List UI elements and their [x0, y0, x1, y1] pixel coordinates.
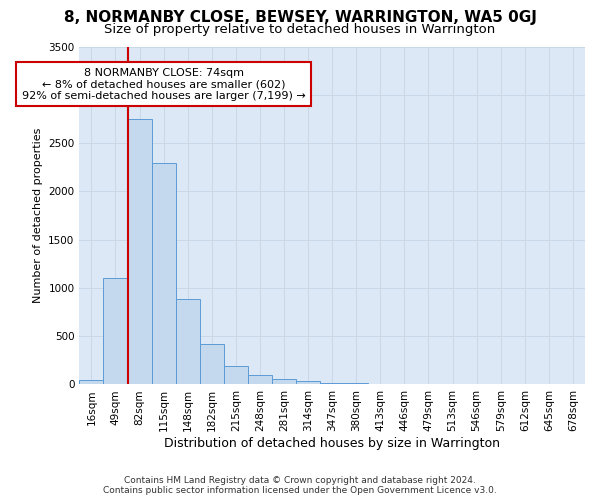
- Bar: [103, 278, 128, 384]
- Text: Contains HM Land Registry data © Crown copyright and database right 2024.
Contai: Contains HM Land Registry data © Crown c…: [103, 476, 497, 495]
- Bar: [224, 366, 248, 384]
- Bar: [272, 378, 296, 384]
- Text: 8 NORMANBY CLOSE: 74sqm
← 8% of detached houses are smaller (602)
92% of semi-de: 8 NORMANBY CLOSE: 74sqm ← 8% of detached…: [22, 68, 305, 101]
- Bar: [152, 164, 176, 384]
- Bar: [296, 381, 320, 384]
- Bar: [128, 119, 152, 384]
- Text: 8, NORMANBY CLOSE, BEWSEY, WARRINGTON, WA5 0GJ: 8, NORMANBY CLOSE, BEWSEY, WARRINGTON, W…: [64, 10, 536, 25]
- Y-axis label: Number of detached properties: Number of detached properties: [33, 128, 43, 303]
- Bar: [320, 382, 344, 384]
- Bar: [79, 380, 103, 384]
- Text: Size of property relative to detached houses in Warrington: Size of property relative to detached ho…: [104, 22, 496, 36]
- Bar: [176, 300, 200, 384]
- Bar: [200, 344, 224, 385]
- Bar: [248, 375, 272, 384]
- X-axis label: Distribution of detached houses by size in Warrington: Distribution of detached houses by size …: [164, 437, 500, 450]
